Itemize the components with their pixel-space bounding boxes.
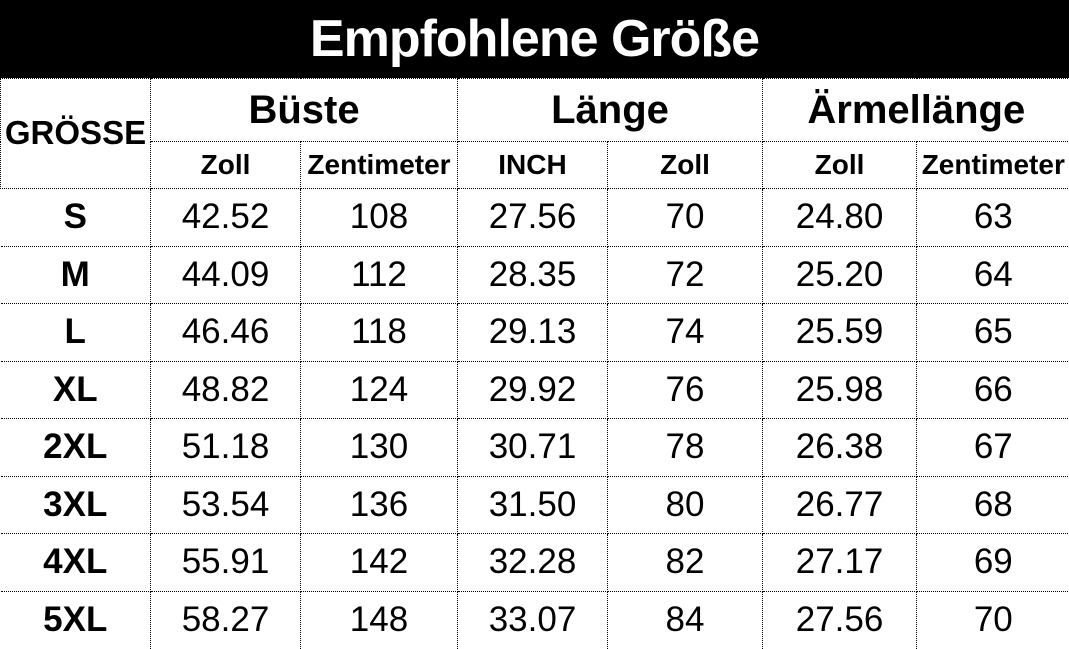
value-cell: 69 bbox=[916, 533, 1069, 592]
value-cell: 33.07 bbox=[457, 590, 609, 649]
value-cell: 142 bbox=[299, 533, 459, 592]
table-row: S 42.52 108 27.56 70 24.80 63 bbox=[0, 188, 1069, 247]
sub-header-aermellaenge-zoll: Zoll bbox=[762, 141, 918, 189]
group-header-aermellaenge: Ärmellänge bbox=[762, 78, 1069, 142]
value-cell: 32.28 bbox=[457, 533, 609, 592]
value-cell: 63 bbox=[916, 188, 1069, 247]
value-cell: 51.18 bbox=[150, 418, 301, 477]
size-cell: 5XL bbox=[0, 590, 151, 649]
value-cell: 55.91 bbox=[150, 533, 301, 592]
value-cell: 27.56 bbox=[762, 590, 918, 649]
value-cell: 44.09 bbox=[150, 245, 301, 304]
title-banner: Empfohlene Größe bbox=[0, 0, 1069, 78]
size-cell: XL bbox=[0, 360, 151, 419]
value-cell: 31.50 bbox=[457, 475, 609, 534]
value-cell: 148 bbox=[299, 590, 459, 649]
value-cell: 25.59 bbox=[762, 303, 918, 362]
group-header-bueste: Büste bbox=[149, 78, 459, 142]
size-cell: 2XL bbox=[0, 418, 151, 477]
value-cell: 67 bbox=[916, 418, 1069, 477]
size-cell: S bbox=[0, 188, 151, 247]
value-cell: 25.20 bbox=[762, 245, 918, 304]
value-cell: 58.27 bbox=[150, 590, 301, 649]
value-cell: 124 bbox=[299, 360, 459, 419]
corner-header-groesse: GRÖSSE bbox=[0, 78, 151, 189]
value-cell: 72 bbox=[607, 245, 764, 304]
value-cell: 48.82 bbox=[150, 360, 301, 419]
table-row: 3XL 53.54 136 31.50 80 26.77 68 bbox=[0, 475, 1069, 534]
value-cell: 26.38 bbox=[762, 418, 918, 477]
value-cell: 118 bbox=[299, 303, 459, 362]
table-row: M 44.09 112 28.35 72 25.20 64 bbox=[0, 245, 1069, 304]
value-cell: 25.98 bbox=[762, 360, 918, 419]
sub-header-bueste-zoll: Zoll bbox=[150, 141, 301, 189]
value-cell: 130 bbox=[299, 418, 459, 477]
value-cell: 112 bbox=[299, 245, 459, 304]
value-cell: 70 bbox=[607, 188, 764, 247]
value-cell: 27.17 bbox=[762, 533, 918, 592]
sub-header-laenge-zoll: Zoll bbox=[607, 141, 764, 189]
value-cell: 64 bbox=[916, 245, 1069, 304]
size-cell: L bbox=[0, 303, 151, 362]
group-header-row: GRÖSSE Büste Länge Ärmellänge bbox=[0, 78, 1069, 189]
table-row: 5XL 58.27 148 33.07 84 27.56 70 bbox=[0, 590, 1069, 649]
size-cell: M bbox=[0, 245, 151, 304]
page-title: Empfohlene Größe bbox=[309, 10, 760, 68]
value-cell: 70 bbox=[916, 590, 1069, 649]
table-row: XL 48.82 124 29.92 76 25.98 66 bbox=[0, 360, 1069, 419]
sub-header-laenge-inch: INCH bbox=[457, 141, 609, 189]
value-cell: 29.92 bbox=[457, 360, 609, 419]
value-cell: 28.35 bbox=[457, 245, 609, 304]
value-cell: 108 bbox=[299, 188, 459, 247]
value-cell: 76 bbox=[607, 360, 764, 419]
size-cell: 3XL bbox=[0, 475, 151, 534]
value-cell: 53.54 bbox=[150, 475, 301, 534]
table-row: 4XL 55.91 142 32.28 82 27.17 69 bbox=[0, 533, 1069, 592]
value-cell: 46.46 bbox=[150, 303, 301, 362]
size-cell: 4XL bbox=[0, 533, 151, 592]
value-cell: 30.71 bbox=[457, 418, 609, 477]
size-chart-table: GRÖSSE Büste Länge Ärmellänge Zoll Zenti… bbox=[0, 78, 1069, 649]
sub-header-bueste-zentimeter: Zentimeter bbox=[299, 141, 459, 189]
table-row: 2XL 51.18 130 30.71 78 26.38 67 bbox=[0, 418, 1069, 477]
value-cell: 65 bbox=[916, 303, 1069, 362]
value-cell: 27.56 bbox=[457, 188, 609, 247]
value-cell: 26.77 bbox=[762, 475, 918, 534]
value-cell: 78 bbox=[607, 418, 764, 477]
value-cell: 66 bbox=[916, 360, 1069, 419]
value-cell: 42.52 bbox=[150, 188, 301, 247]
value-cell: 68 bbox=[916, 475, 1069, 534]
value-cell: 136 bbox=[299, 475, 459, 534]
value-cell: 84 bbox=[607, 590, 764, 649]
value-cell: 29.13 bbox=[457, 303, 609, 362]
value-cell: 80 bbox=[607, 475, 764, 534]
group-header-laenge: Länge bbox=[457, 78, 764, 142]
sub-header-row: Zoll Zentimeter INCH Zoll Zoll Zentimete… bbox=[1, 141, 1069, 189]
sub-header-aermellaenge-zentimeter: Zentimeter bbox=[916, 141, 1069, 189]
value-cell: 24.80 bbox=[762, 188, 918, 247]
value-cell: 74 bbox=[607, 303, 764, 362]
table-row: L 46.46 118 29.13 74 25.59 65 bbox=[0, 303, 1069, 362]
value-cell: 82 bbox=[607, 533, 764, 592]
